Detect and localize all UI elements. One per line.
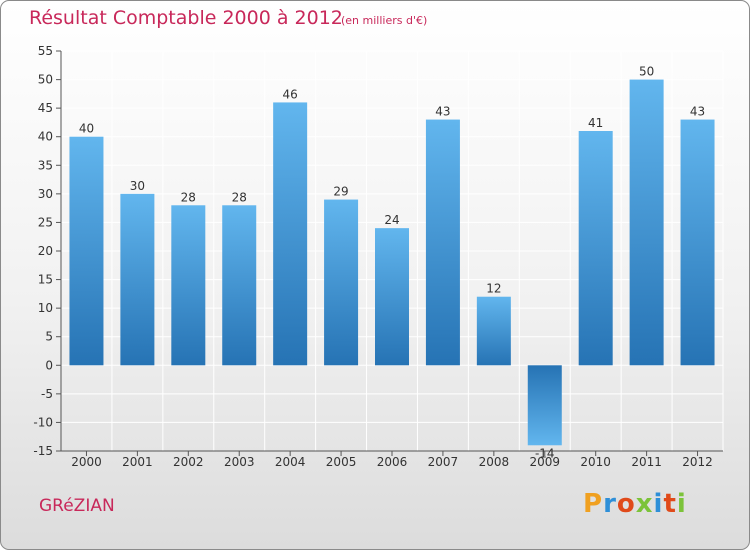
bar-value-label: 50 [639,65,654,79]
bar-value-label: 40 [79,122,94,136]
y-tick-label: -5 [41,387,53,401]
y-tick-label: 10 [38,301,53,315]
y-tick-label: 45 [38,101,53,115]
logo-letter: o [616,489,636,519]
y-tick-label: 5 [45,330,53,344]
bar-value-label: 28 [232,190,247,204]
y-tick-label: 30 [38,187,53,201]
bar-value-label: 12 [486,282,501,296]
bar-2004 [273,102,308,366]
x-tick-label: 2012 [682,455,713,469]
chart-title: Résultat Comptable 2000 à 2012 [29,7,343,29]
chart-subtitle: (en milliers d'€) [341,14,428,27]
bar-value-label: -14 [535,446,555,460]
bar-value-label: 43 [435,105,450,119]
logo-letter: i [653,489,664,519]
y-tick-label: 25 [38,215,53,229]
bar-value-label: 24 [384,213,399,227]
y-tick-label: 0 [45,358,53,372]
logo-letter: r [603,489,617,519]
y-tick-label: 50 [38,73,53,87]
x-tick-label: 2003 [224,455,255,469]
bar-2001 [120,193,155,366]
y-tick-label: 20 [38,244,53,258]
bar-2009 [527,365,562,446]
bar-2007 [425,119,460,366]
x-tick-label: 2004 [275,455,306,469]
logo-letter: P [583,489,604,519]
bar-2003 [222,205,257,366]
bar-2002 [171,205,206,366]
town-name: GRéZIAN [39,496,115,516]
bar-2012 [680,119,715,366]
x-tick-label: 2006 [377,455,408,469]
y-tick-label: -15 [33,444,53,458]
x-tick-label: 2011 [631,455,662,469]
bar-value-label: 29 [333,185,348,199]
bar-value-label: 30 [130,179,145,193]
x-tick-label: 2010 [580,455,611,469]
bar-2010 [578,131,613,366]
logo-letter: x [635,489,654,519]
y-tick-label: 35 [38,158,53,172]
bar-2006 [375,228,409,366]
x-tick-label: 2002 [173,455,204,469]
x-tick-label: 2009 [529,455,560,469]
x-tick-label: 2005 [326,455,357,469]
y-tick-label: -10 [33,415,53,429]
bar-value-label: 28 [181,190,196,204]
x-tick-label: 2008 [479,455,510,469]
x-tick-label: 2000 [71,455,102,469]
logo-letter: i [676,489,687,519]
data-labels: 40 30 28 28 46 29 24 43 12 -14 41 50 43 [79,65,705,461]
bar-value-label: 43 [690,105,705,119]
bars [69,79,715,446]
y-tick-label: 40 [38,130,53,144]
proxiti-logo[interactable]: Proxiti [583,489,687,519]
bar-2005 [324,199,359,366]
bar-value-label: 46 [283,87,298,101]
bar-2008 [476,296,511,366]
bar-value-label: 41 [588,116,603,130]
y-tick-label: 15 [38,273,53,287]
x-tick-label: 2007 [428,455,459,469]
logo-letter: t [663,489,677,519]
bar-2011 [629,79,664,366]
x-tick-label: 2001 [122,455,153,469]
bar-2000 [69,136,104,366]
y-tick-label: 55 [38,44,53,58]
